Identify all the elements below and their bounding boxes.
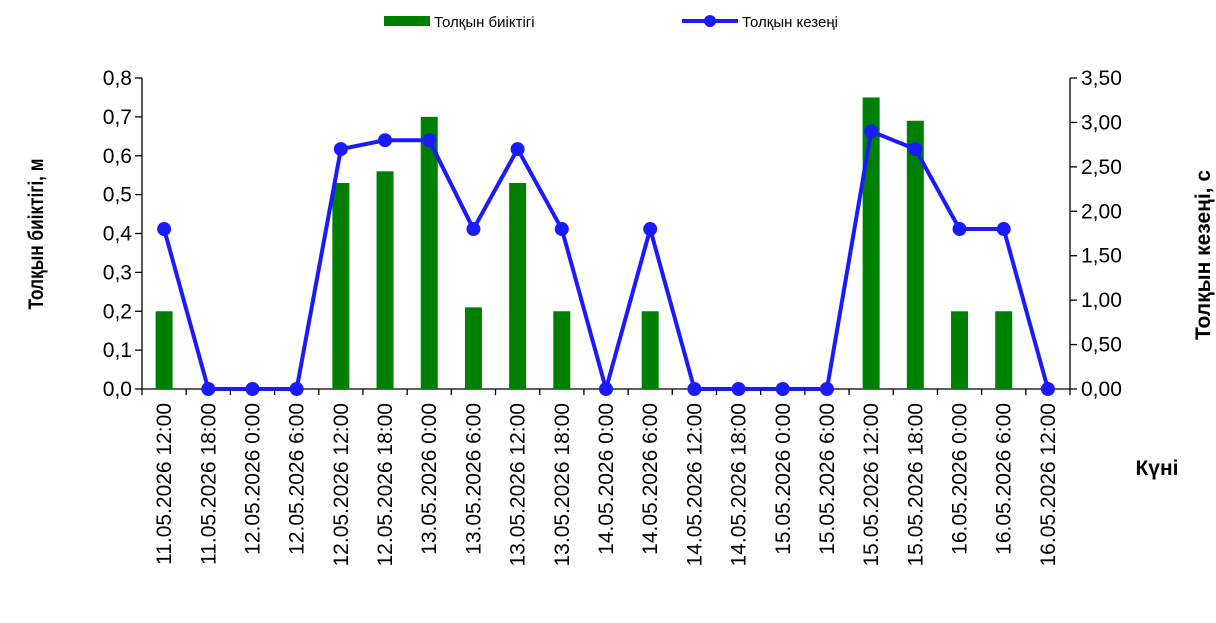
x-tick-label: 16.05.2026 6:00 [993,403,1016,555]
x-tick-label: 11.05.2026 18:00 [197,403,220,565]
bar [376,171,394,389]
line-point [554,222,569,237]
right-tick-label: 0,50 [1081,334,1122,357]
line-point [422,133,437,148]
legend-line-marker [704,15,716,27]
right-tick-label: 2,00 [1081,200,1122,223]
x-tick-label: 15.05.2026 6:00 [816,403,839,555]
bar [862,97,880,389]
line-point [289,382,304,396]
bar [420,116,438,389]
left-tick-label: 0,2 [103,300,132,323]
line-point [201,382,216,396]
left-tick-label: 0,1 [103,339,132,362]
line-series [157,124,1055,396]
x-tick-label: 13.05.2026 0:00 [418,403,441,555]
x-tick-label: 12.05.2026 6:00 [286,403,309,555]
line-point [643,222,658,237]
left-tick-label: 0,3 [103,261,132,284]
legend-bar-label: Толқын биіктігі [434,14,535,31]
x-tick-label: 11.05.2026 12:00 [153,403,176,565]
legend-bar-swatch [384,16,430,26]
line-point [157,222,172,237]
line-point [378,133,393,148]
right-tick-label: 1,50 [1081,245,1122,268]
y-left-axis-title: Толқын биіктігі, м [26,159,49,310]
bar [641,311,659,389]
bar [155,311,173,389]
line-point [731,382,746,396]
right-tick-label: 3,00 [1081,111,1122,134]
right-tick-label: 3,50 [1081,67,1122,90]
x-tick-label: 14.05.2026 0:00 [595,403,618,555]
x-tick-label: 12.05.2026 12:00 [330,403,353,567]
bar [906,120,924,389]
right-tick-label: 1,00 [1081,289,1122,312]
bar [995,311,1013,389]
left-tick-label: 0,5 [103,184,132,207]
legend-line-label: Толқын кезеңі [742,14,838,31]
y-right-axis-title: Толқын кезеңі, с [1192,170,1215,340]
x-tick-label: 14.05.2026 12:00 [683,403,706,567]
line-point [599,382,613,396]
right-tick-label: 0,00 [1081,378,1122,401]
left-tick-label: 0,4 [103,223,133,246]
bar [553,311,571,389]
x-tick-label: 14.05.2026 6:00 [639,403,662,555]
line-point [687,382,702,396]
line-point [996,222,1011,237]
right-tick-group: 0,00 0,50 1,00 1,50 2,00 2,50 3,00 3,50 [1070,67,1122,401]
x-axis-title: Күні [1135,457,1178,480]
x-tick-label: 14.05.2026 18:00 [728,403,751,567]
line-point [333,142,348,157]
bar [464,307,482,389]
line-point [864,124,879,139]
x-tick-labels: 11.05.2026 12:00 11.05.2026 18:00 12.05.20… [141,389,1071,567]
x-tick-label: 16.05.2026 12:00 [1037,403,1060,567]
x-tick-label: 16.05.2026 0:00 [949,403,972,555]
line-point [1040,382,1055,396]
x-tick-label: 15.05.2026 0:00 [772,403,795,555]
left-tick-label: 0,7 [103,106,132,129]
bar [332,182,350,389]
line-point [245,382,260,396]
bar [509,182,527,389]
x-tick-label: 15.05.2026 12:00 [860,403,883,567]
line-point [908,142,923,157]
line-point [952,222,967,237]
x-tick-label: 13.05.2026 6:00 [462,403,485,555]
bar [951,311,969,389]
x-tick-label: 12.05.2026 0:00 [241,403,264,555]
legend: Толқын биіктігі Толқын кезеңі [384,14,838,31]
bar-series [155,97,1013,389]
x-tick-label: 13.05.2026 12:00 [507,403,530,567]
line-point [466,222,481,237]
line-point [819,382,834,396]
line-point [510,142,525,157]
left-tick-group: 0,0 0,1 0,2 0,3 0,4 0,5 0,6 0,7 0,8 [103,67,142,401]
left-tick-label: 0,8 [103,67,132,90]
x-tick-label: 12.05.2026 18:00 [374,403,397,567]
line-point [775,382,790,396]
left-tick-label: 0,0 [103,378,132,401]
left-tick-label: 0,6 [103,145,132,168]
x-tick-label: 15.05.2026 18:00 [904,403,927,567]
right-tick-label: 2,50 [1081,156,1122,179]
x-tick-label: 13.05.2026 18:00 [551,403,574,567]
